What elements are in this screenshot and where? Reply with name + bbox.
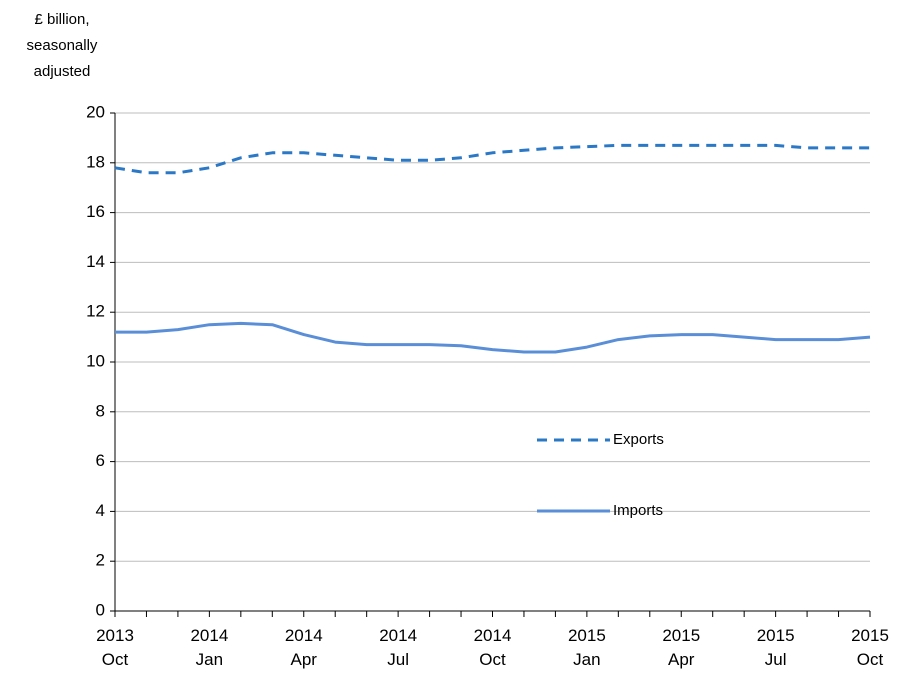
x-tick-label-line: 2014 [474, 626, 512, 645]
x-tick-label-line: 2013 [96, 626, 134, 645]
x-tick-label-line: Jul [387, 650, 409, 669]
x-tick-label-line: 2014 [285, 626, 323, 645]
x-tick-label-line: Oct [479, 650, 506, 669]
x-tick-label: 2015 Oct [851, 626, 889, 669]
y-axis-label: adjusted [34, 63, 91, 80]
x-tick-label-line: 2015 [757, 626, 795, 645]
y-tick-label: 0 [96, 600, 105, 619]
x-tick-label-line: Jan [573, 650, 600, 669]
y-tick-label: 20 [86, 102, 105, 121]
x-tick-label: 2014 Jan [190, 626, 228, 669]
x-tick-label: 2015 Jul [757, 626, 795, 669]
x-tick-label: 2014 Oct [474, 626, 512, 669]
x-tick-label: 2015 Jan [568, 626, 606, 669]
x-tick-label-line: 2014 [190, 626, 228, 645]
x-tick-label-line: 2015 [568, 626, 606, 645]
legend-label: Imports [613, 502, 663, 519]
y-tick-label: 4 [96, 501, 105, 520]
y-tick-label: 6 [96, 451, 105, 470]
y-axis-label: seasonally [27, 37, 98, 54]
x-tick-label-line: Apr [291, 650, 318, 669]
x-tick-label: 2014 Apr [285, 626, 323, 669]
x-tick-label: 2013 Oct [96, 626, 134, 669]
y-tick-label: 10 [86, 351, 105, 370]
legend-label: Exports [613, 431, 664, 448]
x-tick-label: 2014 Jul [379, 626, 417, 669]
y-axis-label: £ billion, [34, 11, 89, 28]
x-tick-label-line: Apr [668, 650, 695, 669]
y-tick-label: 18 [86, 152, 105, 171]
x-tick-label-line: 2015 [662, 626, 700, 645]
y-tick-label: 12 [86, 302, 105, 321]
y-tick-label: 14 [86, 252, 105, 271]
x-tick-label-line: Jul [765, 650, 787, 669]
x-tick-label-line: Oct [857, 650, 884, 669]
line-series [115, 321, 871, 354]
y-tick-label: 16 [86, 202, 105, 221]
x-tick-label-line: 2015 [851, 626, 889, 645]
y-tick-label: 2 [96, 551, 105, 570]
line-series [114, 143, 870, 175]
y-tick-label: 8 [96, 401, 105, 420]
x-tick-label-line: Oct [102, 650, 129, 669]
x-tick-label-line: 2014 [379, 626, 417, 645]
x-tick-label-line: Jan [196, 650, 223, 669]
x-tick-label: 2015 Apr [662, 626, 700, 669]
